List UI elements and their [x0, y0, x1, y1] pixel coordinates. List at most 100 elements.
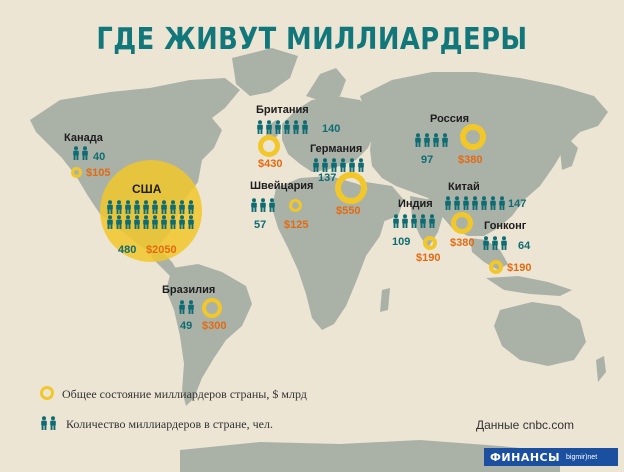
- legend-people-icon: [40, 416, 57, 430]
- country-label-china: Китай: [448, 181, 480, 193]
- person-icon: [134, 200, 140, 214]
- person-icon: [454, 196, 460, 210]
- person-icon: [41, 416, 47, 430]
- wealth-ring-india: [423, 236, 437, 250]
- person-icon: [125, 215, 131, 229]
- country-label-hongkong: Гонконг: [484, 220, 527, 232]
- switzerland-people-icons: [250, 198, 284, 212]
- person-icon: [402, 214, 408, 228]
- person-icon: [481, 196, 487, 210]
- person-icon: [251, 198, 257, 212]
- person-icon: [293, 120, 299, 134]
- person-icon: [161, 215, 167, 229]
- wealth-ring-brazil: [202, 298, 222, 318]
- country-label-canada: Канада: [64, 132, 103, 144]
- scandinavia-landmass: [306, 68, 346, 102]
- country-wealth-usa: $2050: [146, 244, 177, 256]
- wealth-ring-germany: [335, 172, 367, 204]
- country-count-russia: 97: [421, 154, 434, 166]
- person-icon: [143, 200, 149, 214]
- person-icon: [188, 215, 194, 229]
- country-wealth-canada: $105: [86, 167, 111, 179]
- usa-people-icons: [106, 200, 198, 229]
- country-wealth-brazil: $300: [202, 320, 227, 332]
- person-icon: [463, 196, 469, 210]
- page-title: ГДЕ ЖИВУТ МИЛЛИАРДЕРЫ: [96, 22, 528, 57]
- country-label-india: Индия: [398, 198, 433, 210]
- wealth-ring-russia: [460, 124, 486, 150]
- person-icon: [492, 236, 498, 250]
- legend-wealth-icon: [40, 386, 54, 400]
- country-label-usa: США: [132, 182, 162, 196]
- person-icon: [179, 300, 185, 314]
- person-icon: [188, 300, 194, 314]
- country-wealth-china: $380: [450, 237, 475, 249]
- person-icon: [331, 158, 337, 172]
- person-icon: [50, 416, 56, 430]
- person-icon: [501, 236, 507, 250]
- person-icon: [170, 215, 176, 229]
- china-people-icons: [444, 196, 506, 210]
- person-icon: [499, 196, 505, 210]
- person-icon: [257, 120, 263, 134]
- russia-people-icons: [414, 133, 458, 147]
- country-wealth-switzerland: $125: [284, 219, 309, 231]
- japan-landmass: [560, 140, 578, 170]
- person-icon: [433, 133, 439, 147]
- person-icon: [116, 200, 122, 214]
- country-count-brazil: 49: [180, 320, 193, 332]
- country-label-switzerland: Швейцария: [250, 180, 314, 192]
- person-icon: [302, 120, 308, 134]
- person-icon: [358, 158, 364, 172]
- person-icon: [260, 198, 266, 212]
- person-icon: [275, 120, 281, 134]
- country-wealth-russia: $380: [458, 154, 483, 166]
- person-icon: [266, 120, 272, 134]
- person-icon: [284, 120, 290, 134]
- country-label-britain: Британия: [256, 104, 309, 116]
- south-america-landmass: [166, 264, 252, 406]
- canada-people-icons: [72, 146, 89, 160]
- country-count-britain: 140: [322, 123, 341, 135]
- person-icon: [429, 214, 435, 228]
- person-icon: [170, 200, 176, 214]
- greenland-landmass: [232, 48, 298, 96]
- arabia-landmass: [366, 182, 404, 222]
- person-icon: [349, 158, 355, 172]
- country-count-germany: 137: [318, 172, 337, 184]
- person-icon: [322, 158, 328, 172]
- wealth-ring-china: [451, 212, 473, 234]
- brand-logo-sub: bigmir)net: [566, 453, 598, 461]
- europe-landmass: [282, 96, 376, 172]
- person-icon: [143, 215, 149, 229]
- person-icon: [107, 200, 113, 214]
- country-wealth-britain: $430: [258, 158, 283, 170]
- person-icon: [125, 200, 131, 214]
- country-label-brazil: Бразилия: [162, 284, 216, 296]
- brazil-people-icons: [178, 300, 195, 314]
- person-icon: [415, 133, 421, 147]
- country-label-russia: Россия: [430, 113, 470, 125]
- wealth-ring-canada: [71, 167, 82, 178]
- person-icon: [445, 196, 451, 210]
- wealth-ring-hongkong: [489, 260, 503, 274]
- country-count-canada: 40: [93, 151, 106, 163]
- country-label-germany: Германия: [310, 143, 363, 155]
- person-icon: [82, 146, 88, 160]
- person-icon: [313, 158, 319, 172]
- person-icon: [134, 215, 140, 229]
- person-icon: [107, 215, 113, 229]
- person-icon: [472, 196, 478, 210]
- legend-wealth-text: Общее состояние миллиардеров страны, $ м…: [62, 387, 307, 401]
- person-icon: [179, 215, 185, 229]
- asia-landmass: [360, 72, 608, 236]
- madagascar-landmass: [380, 288, 390, 312]
- brand-logo: ФИНАНСЫ bigmir)net: [484, 448, 618, 466]
- hongkong-people-icons: [482, 236, 516, 250]
- brand-logo-main: ФИНАНСЫ: [490, 450, 561, 464]
- person-icon: [269, 198, 275, 212]
- person-icon: [442, 133, 448, 147]
- person-icon: [116, 215, 122, 229]
